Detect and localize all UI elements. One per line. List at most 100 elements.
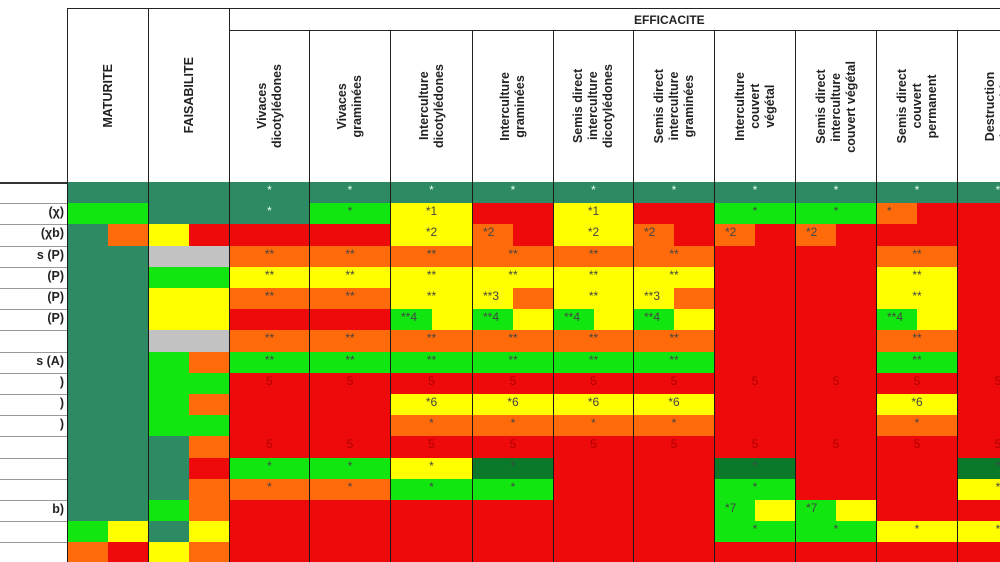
faisabilite-cell [148, 542, 230, 562]
efficacite-cell [309, 521, 391, 544]
efficacite-cell: * [553, 182, 634, 205]
cell-mark: * [510, 416, 516, 431]
cell-fill [958, 415, 1000, 437]
cell-fill [796, 288, 876, 310]
cell-fill [230, 457, 309, 479]
efficacite-cell: * [957, 182, 1000, 205]
cell-fill [958, 245, 1000, 267]
faisabilite-cell [148, 436, 230, 459]
efficacite-cell: 5 [390, 436, 473, 459]
cell-mark: 5 [958, 374, 1000, 388]
cell-mark: ** [345, 331, 355, 346]
cell-fill [189, 500, 229, 522]
efficacite-cell: * [795, 203, 877, 226]
cell-fill [149, 394, 189, 416]
cell-mark: ** [588, 246, 599, 261]
header-efficacite-label: EFFICACITE [634, 12, 705, 27]
header-line: Interculture [416, 72, 431, 141]
cell-mark: *7 [725, 501, 737, 515]
cell-fill [634, 436, 714, 458]
cell-fill [877, 182, 957, 204]
cell-mark: * [995, 183, 1000, 197]
cell-mark: * [510, 458, 516, 473]
efficacite-cell: *2 [553, 224, 634, 247]
header-column-label: Semis direct couvert permanent [895, 69, 940, 143]
efficacite-cell: **3 [472, 288, 554, 311]
cell-fill [310, 351, 390, 373]
efficacite-cell: * [714, 182, 796, 205]
efficacite-cell: * [795, 182, 877, 205]
cell-fill [715, 394, 795, 416]
cell-fill [877, 245, 957, 267]
row-divider [0, 500, 67, 501]
cell-mark: * [833, 522, 839, 537]
cell-mark: 5 [670, 373, 678, 388]
cell-fill [796, 351, 876, 373]
efficacite-cell: **4 [876, 309, 958, 332]
efficacite-cell: ** [229, 266, 310, 289]
efficacite-cell [957, 309, 1000, 332]
cell-fill [634, 394, 714, 416]
efficacite-cell [714, 245, 796, 268]
cell-fill [593, 309, 633, 331]
cell-mark: * [347, 183, 353, 197]
header-faisabilite-label: FAISABILITE [181, 57, 196, 134]
efficacite-cell: 5 [472, 436, 554, 459]
cell-fill [796, 245, 876, 267]
efficacite-cell: 5 [876, 436, 958, 459]
maturite-cell [67, 288, 149, 311]
header-column-label: Interculture dicotylédones [417, 64, 447, 148]
maturite-cell [67, 372, 149, 395]
cell-mark: 5 [266, 437, 273, 452]
cell-fill [634, 542, 714, 562]
efficacite-cell [229, 309, 310, 332]
efficacite-cell: 5 [876, 372, 958, 395]
cell-fill [230, 224, 309, 246]
header-efficacite: EFFICACITE [229, 8, 1000, 31]
efficacite-cell: ** [553, 351, 634, 374]
efficacite-cell [876, 478, 958, 501]
cell-fill [877, 394, 957, 416]
cell-fill [310, 478, 390, 500]
cell-fill [554, 330, 633, 352]
efficacite-cell: *6 [633, 394, 715, 417]
cell-fill [836, 224, 876, 246]
row-divider [0, 245, 67, 247]
cell-fill [473, 203, 553, 225]
efficacite-cell: * [309, 457, 391, 480]
header-faisabilite: FAISABILITE [148, 8, 230, 183]
header-line: dicotylédones [269, 64, 284, 149]
cell-fill [310, 182, 390, 204]
efficacite-cell [957, 542, 1000, 562]
cell-mark: *2 [725, 225, 737, 240]
cell-fill [149, 478, 189, 500]
cell-fill [149, 245, 229, 267]
cell-fill [230, 436, 309, 458]
cell-fill [796, 309, 876, 331]
cell-fill [554, 542, 633, 562]
efficacite-cell [714, 309, 796, 332]
cell-fill [554, 351, 633, 373]
cell-fill [391, 245, 472, 267]
efficacite-cell: * [876, 415, 958, 438]
cell-fill [391, 351, 472, 373]
cell-fill [473, 436, 553, 458]
cell-fill [554, 182, 633, 204]
cell-mark: ** [426, 352, 437, 367]
header-column-label: Interculture couvert végétal [733, 72, 778, 141]
efficacite-cell: 5 [795, 372, 877, 395]
efficacite-cell: * [876, 182, 958, 205]
efficacite-cell [472, 542, 554, 562]
cell-fill [554, 521, 633, 543]
cell-fill [149, 457, 189, 479]
cell-fill [189, 436, 229, 458]
cell-fill [189, 224, 229, 246]
maturite-cell [67, 542, 149, 562]
cell-mark: ** [588, 267, 599, 282]
efficacite-cell [633, 500, 715, 523]
cell-fill [715, 288, 795, 310]
cell-fill [473, 478, 553, 500]
cell-mark: * [914, 183, 920, 197]
cell-fill [796, 266, 876, 288]
header-line: graminées [681, 75, 696, 138]
